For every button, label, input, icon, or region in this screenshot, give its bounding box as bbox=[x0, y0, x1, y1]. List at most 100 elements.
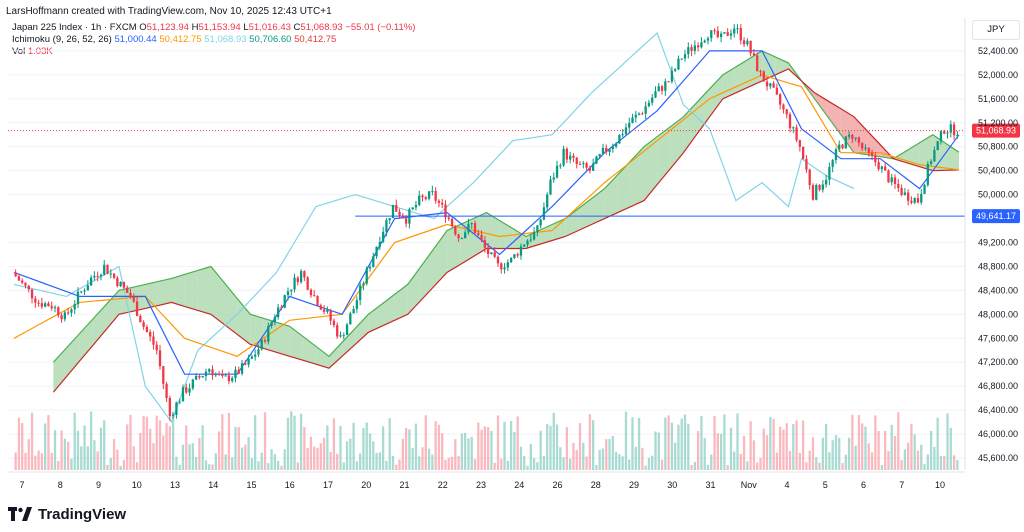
cloud-segment bbox=[302, 336, 316, 365]
symbol-legend[interactable]: Japan 225 Index · 1h · FXCM O51,123.94 H… bbox=[12, 22, 415, 33]
cloud-segment bbox=[119, 287, 133, 315]
candle-body bbox=[286, 291, 290, 296]
candle-body bbox=[726, 32, 729, 36]
volume-bar bbox=[149, 428, 152, 470]
volume-bar bbox=[719, 434, 723, 470]
candle-body bbox=[680, 58, 683, 60]
volume-bar bbox=[57, 461, 60, 470]
volume-bar bbox=[569, 458, 572, 470]
volume-bar bbox=[887, 451, 890, 470]
candle-body bbox=[578, 163, 582, 165]
y-tick-label: 46,800.00 bbox=[978, 381, 1018, 391]
candle-body bbox=[884, 166, 887, 171]
volume-bar bbox=[864, 426, 867, 470]
candle-body bbox=[496, 256, 500, 264]
volume-bar bbox=[345, 441, 349, 470]
volume-bar bbox=[696, 431, 700, 470]
volume-bar bbox=[624, 411, 628, 470]
candle-body bbox=[263, 340, 267, 342]
volume-bar bbox=[106, 464, 109, 470]
volume-bar bbox=[270, 449, 273, 470]
volume-bar bbox=[155, 415, 158, 470]
volume-bar bbox=[785, 423, 788, 470]
candle-body bbox=[73, 304, 76, 310]
volume-bar bbox=[670, 422, 674, 470]
candle-body bbox=[201, 376, 204, 378]
ichimoku-value-4: 50,706.60 bbox=[249, 34, 292, 45]
y-tick-label: 48,000.00 bbox=[978, 309, 1018, 319]
x-tick-label: 6 bbox=[861, 480, 866, 490]
volume-bar bbox=[893, 436, 897, 470]
volume-legend[interactable]: Vol 1.03K bbox=[12, 46, 53, 57]
candle-body bbox=[555, 165, 559, 178]
candle-body bbox=[319, 305, 322, 310]
volume-bar bbox=[913, 434, 916, 470]
volume-bar bbox=[828, 452, 831, 470]
y-tick-label: 47,600.00 bbox=[978, 333, 1018, 343]
candle-body bbox=[21, 280, 24, 283]
candle-body bbox=[601, 147, 605, 155]
tradingview-footer[interactable]: TradingView bbox=[8, 503, 126, 525]
candle-body bbox=[254, 354, 257, 357]
cloud-segment bbox=[420, 248, 434, 301]
volume-bar bbox=[798, 452, 802, 470]
candle-body bbox=[175, 402, 178, 415]
candle-body bbox=[447, 217, 450, 219]
volume-bar bbox=[162, 435, 165, 470]
candle-body bbox=[772, 83, 775, 88]
candle-body bbox=[595, 156, 598, 164]
high-label: H bbox=[191, 22, 199, 33]
candle-body bbox=[303, 271, 306, 278]
currency-selector[interactable]: JPY bbox=[972, 20, 1020, 40]
volume-bar bbox=[578, 423, 582, 470]
candle-body bbox=[365, 268, 368, 284]
candle-body bbox=[893, 177, 897, 184]
volume-bar bbox=[352, 422, 355, 470]
candle-body bbox=[17, 276, 21, 281]
cloud-segment bbox=[499, 220, 513, 249]
volume-bar bbox=[181, 444, 185, 470]
volume-bar bbox=[372, 441, 375, 470]
candle-body bbox=[700, 42, 703, 48]
volume-bar bbox=[690, 465, 693, 470]
y-tick-label: 51,600.00 bbox=[978, 94, 1018, 104]
y-tick-label: 46,000.00 bbox=[978, 429, 1018, 439]
volume-bar bbox=[165, 422, 168, 470]
volume-bar bbox=[145, 416, 149, 470]
candle-body bbox=[185, 387, 188, 393]
candle-body bbox=[240, 363, 244, 374]
candle-body bbox=[792, 127, 795, 129]
volume-bar bbox=[401, 438, 404, 470]
level-price-tag bbox=[972, 209, 1020, 224]
cloud-segment bbox=[368, 304, 382, 333]
candle-body bbox=[204, 371, 208, 377]
volume-bar bbox=[818, 462, 821, 470]
open-value: 51,123.94 bbox=[146, 22, 189, 33]
candle-body bbox=[116, 277, 119, 287]
candle-body bbox=[53, 307, 57, 309]
candle-body bbox=[585, 163, 588, 168]
candle-body bbox=[952, 124, 956, 136]
x-tick-label: 31 bbox=[705, 480, 715, 490]
candle-body bbox=[775, 87, 779, 95]
cloud-segment bbox=[512, 228, 526, 249]
cloud-segment bbox=[66, 333, 80, 377]
candle-body bbox=[910, 200, 913, 203]
candle-body bbox=[14, 272, 17, 277]
candle-body bbox=[224, 375, 227, 377]
candle-body bbox=[178, 401, 181, 403]
candle-body bbox=[395, 204, 398, 212]
volume-bar bbox=[391, 455, 395, 470]
volume-bar bbox=[759, 457, 762, 470]
tradingview-logo-icon bbox=[8, 507, 32, 521]
volume-bar bbox=[657, 432, 660, 470]
ichimoku-legend[interactable]: Ichimoku (9, 26, 52, 26) 51,000.44 50,41… bbox=[12, 34, 336, 45]
x-tick-label: 21 bbox=[399, 480, 409, 490]
candle-body bbox=[818, 185, 821, 190]
volume-bar bbox=[546, 424, 549, 470]
volume-bar bbox=[112, 439, 116, 470]
candle-body bbox=[309, 289, 313, 296]
candle-body bbox=[677, 58, 680, 70]
price-chart[interactable]: 49,641.17 51,068.93 52,400.00 52,000.00 51,… bbox=[0, 0, 1024, 500]
candle-body bbox=[427, 191, 431, 199]
